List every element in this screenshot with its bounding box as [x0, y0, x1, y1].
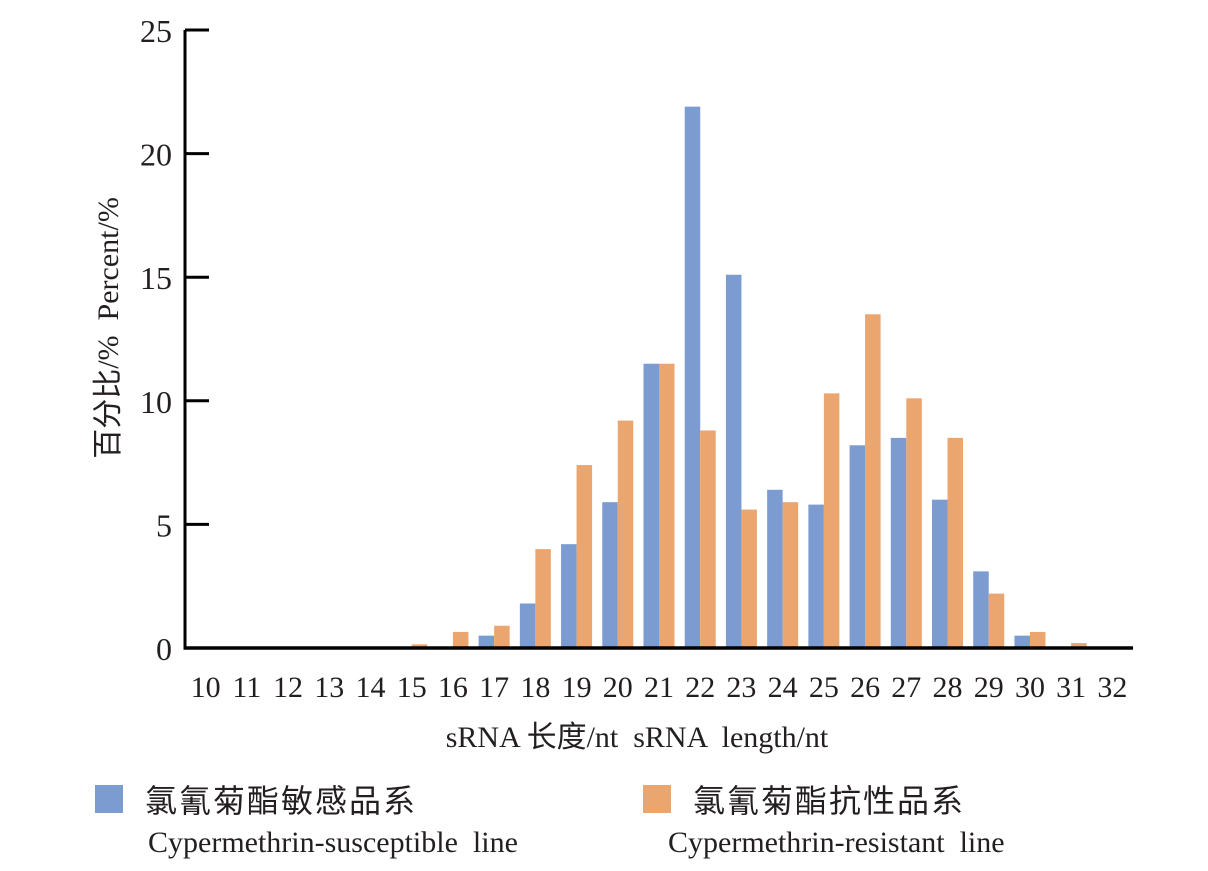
x-tick-label-18: 18	[520, 671, 550, 704]
x-tick-label-28: 28	[933, 671, 963, 704]
x-axis: 10 11 12 13 14 15 16 17 18 19 20 21 22 23 24 25 26 27 28 29…	[183, 646, 1133, 704]
bar-susceptible-22	[684, 106, 701, 648]
bar-resistant-30	[1029, 631, 1046, 648]
x-tick-label-32: 32	[1097, 671, 1127, 704]
y-tick-label-15: 15	[140, 260, 172, 296]
y-tick-label-10: 10	[140, 384, 172, 420]
x-tick-label-22: 22	[685, 671, 715, 704]
bar-resistant-22	[700, 430, 716, 648]
legend-item-susceptible: 氯氰菊酯敏感品系	[95, 776, 417, 822]
y-tick-label-20: 20	[140, 137, 172, 173]
bar-susceptible-25	[808, 504, 824, 648]
bar-resistant-21	[659, 363, 675, 648]
x-tick-label-14: 14	[355, 671, 385, 704]
x-tick-label-17: 17	[479, 671, 509, 704]
legend-label-zh-resistant: 氯氰菊酯抗性品系	[693, 782, 966, 820]
bar-resistant-15	[411, 644, 428, 648]
legend-label-en-resistant: Cypermethrin-resistant line	[668, 826, 1005, 859]
x-tick-label-25: 25	[809, 671, 839, 704]
legend-item-resistant: 氯氰菊酯抗性品系	[643, 776, 965, 822]
x-tick-label-11: 11	[232, 671, 261, 704]
bar-resistant-18	[535, 549, 551, 648]
x-tick-label-24: 24	[768, 671, 798, 704]
x-tick-label-12: 12	[273, 671, 303, 704]
x-tick-label-27: 27	[891, 671, 921, 704]
legend-swatch-resistant	[643, 785, 671, 813]
bar-resistant-31	[1071, 643, 1087, 648]
x-tick-label-23: 23	[726, 671, 756, 704]
x-tick-label-15: 15	[397, 671, 427, 704]
x-tick-label-10: 10	[191, 671, 221, 704]
legend-label-en-susceptible: Cypermethrin-susceptible line	[148, 826, 518, 859]
x-tick-label-21: 21	[644, 671, 674, 704]
x-tick-label-30: 30	[1015, 671, 1045, 704]
bar-resistant-23	[741, 509, 757, 648]
x-tick-label-31: 31	[1056, 671, 1086, 704]
bar-resistant-29	[988, 593, 1005, 648]
x-tick-label-20: 20	[603, 671, 633, 704]
bar-susceptible-17	[478, 635, 495, 648]
bar-susceptible-27	[890, 437, 907, 648]
bar-resistant-17	[494, 625, 510, 648]
bar-chart: 0 5 10 15 20 25 10 11 12 13 14 15 16 17 18 19 20 21 22 23 2…	[92, 13, 1133, 754]
bar-susceptible-30	[1014, 635, 1030, 648]
bar-susceptible-28	[932, 499, 948, 648]
y-tick-label-0: 0	[156, 631, 172, 667]
bar-resistant-25	[823, 393, 840, 648]
bar-susceptible-19	[561, 544, 577, 648]
bar-resistant-27	[906, 398, 922, 648]
bar-susceptible-18	[519, 603, 536, 648]
x-tick-label-13: 13	[314, 671, 344, 704]
bar-susceptible-29	[973, 571, 989, 648]
legend-swatch-susceptible	[95, 785, 123, 813]
bar-susceptible-24	[767, 489, 783, 648]
plot-area	[411, 106, 1087, 648]
bar-resistant-16	[452, 631, 469, 648]
bar-resistant-20	[617, 420, 634, 648]
x-tick-label-19: 19	[562, 671, 592, 704]
x-tick-label-29: 29	[974, 671, 1004, 704]
y-tick-label-5: 5	[156, 507, 172, 543]
bar-susceptible-23	[725, 274, 742, 648]
bar-resistant-26	[865, 314, 881, 648]
x-tick-label-16: 16	[438, 671, 468, 704]
legend-label-zh-susceptible: 氯氰菊酯敏感品系	[145, 782, 418, 820]
bar-resistant-24	[782, 502, 799, 648]
x-axis-label: sRNA 长度/nt sRNA length/nt	[446, 721, 829, 754]
y-axis-label: 百分比/% Percent/%	[92, 197, 125, 459]
bar-resistant-28	[947, 437, 964, 648]
bar-susceptible-26	[849, 445, 866, 648]
y-tick-label-25: 25	[140, 13, 172, 49]
y-axis: 0 5 10 15 20 25	[140, 13, 209, 667]
x-tick-label-26: 26	[850, 671, 880, 704]
bar-resistant-19	[576, 465, 593, 648]
bar-susceptible-21	[643, 363, 659, 648]
bar-susceptible-20	[602, 502, 618, 648]
